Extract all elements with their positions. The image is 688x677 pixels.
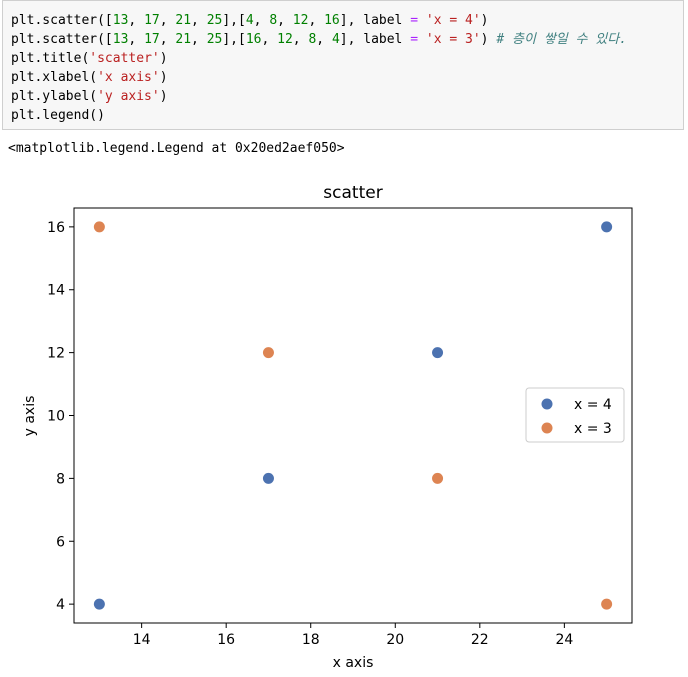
x-tick-label: 16 (217, 632, 235, 648)
code-token: 'x = 4' (425, 13, 481, 28)
code-token: 21 (175, 32, 192, 47)
code-token: 'x = 3' (425, 32, 481, 47)
code-token: plt.title( (11, 51, 90, 66)
x-tick-label: 14 (133, 632, 151, 648)
code-token: plt.scatter([ (11, 13, 113, 28)
code-line: plt.xlabel('x axis') (11, 68, 675, 87)
code-token: 25 (206, 13, 223, 28)
scatter-points (93, 221, 613, 610)
code-token: plt.xlabel( (11, 70, 98, 85)
code-token: 17 (144, 32, 160, 47)
code-token: ], label (339, 32, 411, 47)
code-token: , (128, 13, 145, 28)
scatter-point (601, 221, 613, 233)
x-axis-label: x axis (333, 655, 374, 671)
legend-marker (541, 422, 553, 434)
x-tick-label: 24 (555, 632, 573, 648)
code-token: 'scatter' (89, 51, 160, 66)
y-tick-label: 6 (56, 534, 65, 550)
y-tick-label: 14 (47, 283, 65, 299)
code-token: , (308, 13, 325, 28)
code-token: ],[ (222, 13, 246, 28)
scatter-point (432, 472, 444, 484)
code-token: ], label (339, 13, 411, 28)
code-token (418, 32, 426, 47)
code-token: , (191, 13, 207, 28)
scatter-point (262, 472, 274, 484)
code-token: ) (159, 89, 168, 104)
code-token: 13 (112, 32, 129, 47)
code-token: 12 (292, 13, 309, 28)
code-token: 16 (324, 13, 340, 28)
code-token: ) (480, 13, 489, 28)
code-token: ],[ (222, 32, 246, 47)
code-line: plt.title('scatter') (11, 49, 675, 68)
code-token: 13 (112, 13, 129, 28)
code-token: = (410, 13, 419, 28)
code-line: plt.scatter([13, 17, 21, 25],[4, 8, 12, … (11, 11, 675, 30)
code-token: 'y axis' (97, 89, 160, 104)
code-token: 'x axis' (97, 70, 160, 85)
code-token: 16 (245, 32, 262, 47)
code-token: , (261, 32, 278, 47)
code-token: ) (480, 32, 497, 47)
code-token (418, 13, 426, 28)
code-token: , (191, 32, 207, 47)
y-tick-label: 4 (56, 597, 65, 613)
code-token: plt.scatter([ (11, 32, 113, 47)
code-token: , (292, 32, 309, 47)
code-token: 4 (331, 32, 340, 47)
code-token: , (159, 13, 176, 28)
y-axis-ticks: 4 6 8 10 12 14 16 (47, 220, 74, 613)
code-token: = (410, 32, 419, 47)
code-token: , (159, 32, 176, 47)
code-token: 8 (308, 32, 317, 47)
code-token: 25 (206, 32, 223, 47)
chart-title: scatter (323, 183, 382, 203)
scatter-point (93, 221, 105, 233)
code-token: ) (159, 51, 168, 66)
code-token: 12 (277, 32, 293, 47)
legend: x = 4 x = 3 (525, 387, 625, 443)
code-token: , (277, 13, 293, 28)
code-token: , (316, 32, 332, 47)
scatter-point (432, 347, 444, 359)
cell-output-text: <matplotlib.legend.Legend at 0x20ed2aef0… (8, 141, 345, 156)
legend-label: x = 4 (574, 397, 612, 413)
y-tick-label: 10 (47, 409, 65, 425)
y-tick-label: 8 (56, 471, 65, 487)
legend-marker (541, 398, 553, 410)
scatter-point (601, 598, 613, 610)
scatter-point (262, 347, 274, 359)
code-token: , (253, 13, 270, 28)
legend-label: x = 3 (574, 421, 612, 437)
code-line: plt.scatter([13, 17, 21, 25],[16, 12, 8,… (11, 30, 675, 49)
code-cell[interactable]: plt.scatter([13, 17, 21, 25],[4, 8, 12, … (2, 0, 684, 130)
x-axis-ticks: 14 16 18 20 22 24 (133, 623, 573, 648)
code-line: plt.legend() (11, 106, 675, 125)
code-token: 8 (269, 13, 278, 28)
code-token: , (128, 32, 145, 47)
code-line: plt.ylabel('y axis') (11, 87, 675, 106)
y-tick-label: 12 (47, 346, 65, 362)
scatter-point (93, 598, 105, 610)
code-token: plt.legend() (11, 108, 105, 123)
y-axis-label: y axis (22, 396, 38, 437)
x-tick-label: 22 (471, 632, 489, 648)
code-token: 21 (175, 13, 192, 28)
code-token: plt.ylabel( (11, 89, 98, 104)
code-token: # 층이 쌓일 수 있다. (496, 32, 628, 47)
code-token: 17 (144, 13, 160, 28)
y-tick-label: 16 (47, 220, 65, 236)
x-tick-label: 18 (302, 632, 320, 648)
x-tick-label: 20 (386, 632, 404, 648)
scatter-chart: scatter x axis y axis 14 16 18 20 22 24 4 6 8 10… (22, 183, 633, 671)
code-token: 4 (245, 13, 254, 28)
code-token: ) (159, 70, 168, 85)
